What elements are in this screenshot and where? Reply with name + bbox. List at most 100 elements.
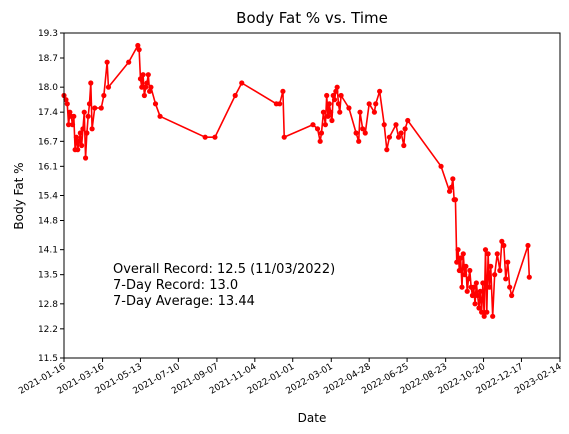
annotation-7day-average: 7-Day Average: 13.44 xyxy=(113,294,255,309)
data-point xyxy=(89,126,95,132)
data-point xyxy=(148,84,154,90)
data-point xyxy=(497,267,503,274)
data-point xyxy=(281,134,287,140)
data-point xyxy=(448,184,455,190)
data-point xyxy=(381,122,387,128)
data-point xyxy=(145,72,151,78)
data-point xyxy=(377,88,383,94)
data-point xyxy=(405,117,411,124)
data-point xyxy=(277,101,283,107)
x-axis-label: Date xyxy=(298,411,327,425)
data-point xyxy=(353,130,359,136)
data-point xyxy=(80,126,86,132)
data-point xyxy=(454,259,460,265)
y-axis-label: Body Fat % xyxy=(12,162,26,229)
chart-title: Body Fat % vs. Time xyxy=(236,9,388,27)
data-point xyxy=(81,109,87,115)
data-point xyxy=(152,101,159,107)
data-point xyxy=(460,251,466,257)
data-point xyxy=(501,242,507,249)
data-point xyxy=(463,263,469,269)
series-layer xyxy=(61,42,532,319)
y-tick-label: 12.8 xyxy=(38,300,58,310)
data-point xyxy=(478,309,485,315)
y-tick-label: 14.1 xyxy=(38,246,58,256)
data-point xyxy=(503,276,509,282)
data-point xyxy=(402,126,408,132)
data-point xyxy=(438,163,444,169)
data-point xyxy=(492,272,498,278)
data-point xyxy=(525,242,531,249)
y-tick-label: 18.7 xyxy=(38,54,58,64)
data-point xyxy=(356,138,362,144)
y-tick-label: 19.3 xyxy=(38,29,58,39)
data-point xyxy=(126,59,132,65)
data-point xyxy=(84,130,90,136)
data-point xyxy=(82,155,89,161)
data-point xyxy=(476,305,482,311)
data-point xyxy=(455,247,461,253)
data-point xyxy=(485,251,491,257)
data-point xyxy=(65,122,72,128)
data-point xyxy=(67,109,73,115)
y-tick-label: 16.1 xyxy=(38,162,58,172)
data-point xyxy=(486,284,493,290)
data-point xyxy=(505,259,511,265)
data-point xyxy=(147,88,153,94)
data-point xyxy=(73,134,80,140)
data-point xyxy=(330,92,336,99)
data-point xyxy=(105,84,112,90)
data-point xyxy=(456,267,462,274)
data-point xyxy=(473,280,479,286)
data-point xyxy=(141,92,147,99)
y-tick-label: 16.7 xyxy=(38,137,58,147)
data-point xyxy=(71,113,77,119)
data-point xyxy=(239,80,245,86)
data-point xyxy=(346,105,352,111)
data-point xyxy=(88,80,94,86)
data-point xyxy=(360,126,366,132)
data-point xyxy=(85,113,91,119)
data-point xyxy=(101,92,107,99)
data-point xyxy=(475,292,481,299)
annotation-overall-record: Overall Record: 12.5 (11/03/2022) xyxy=(113,262,335,277)
data-point xyxy=(140,72,146,78)
data-point xyxy=(507,284,513,290)
data-point xyxy=(373,101,379,107)
data-point xyxy=(136,47,142,53)
data-point xyxy=(386,134,393,140)
data-point xyxy=(76,138,82,144)
data-point xyxy=(464,288,470,294)
data-point xyxy=(318,130,325,136)
data-point xyxy=(484,309,490,315)
data-point xyxy=(467,267,473,274)
data-point xyxy=(324,92,330,99)
data-point xyxy=(139,84,145,90)
data-point xyxy=(320,109,327,115)
data-point xyxy=(135,42,141,49)
y-tick-label: 14.8 xyxy=(38,217,58,227)
data-point xyxy=(314,126,321,132)
annotation-7day-record: 7-Day Record: 13.0 xyxy=(113,278,238,293)
data-point xyxy=(526,274,532,280)
data-point xyxy=(75,147,81,153)
data-point xyxy=(144,80,150,86)
axes-frame xyxy=(63,32,561,359)
data-point xyxy=(232,92,238,99)
data-point xyxy=(499,238,505,244)
y-tick-label: 13.5 xyxy=(38,271,58,281)
data-point xyxy=(366,101,372,107)
data-point xyxy=(469,292,476,299)
data-point xyxy=(79,142,85,149)
data-point xyxy=(362,130,368,136)
data-point xyxy=(334,84,340,90)
data-point xyxy=(488,263,494,269)
y-tick-label: 17.4 xyxy=(38,108,58,118)
data-point xyxy=(371,109,378,115)
data-point xyxy=(331,97,338,103)
data-point xyxy=(310,122,316,128)
data-point xyxy=(77,130,83,136)
data-point xyxy=(157,113,163,119)
data-point xyxy=(481,313,487,319)
